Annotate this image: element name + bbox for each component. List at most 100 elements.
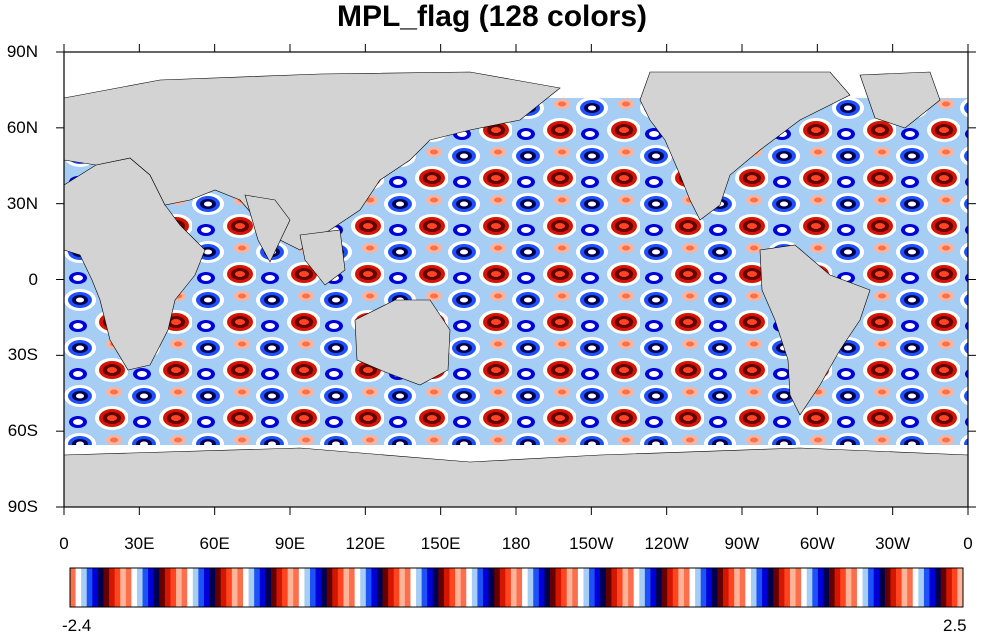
colorbar-swatch — [159, 568, 166, 607]
colorbar-swatch — [527, 568, 534, 607]
colorbar-frame — [69, 567, 964, 608]
colorbar-swatch — [901, 568, 908, 607]
colorbar-swatch — [215, 568, 222, 607]
colorbar-swatch — [896, 568, 903, 607]
colorbar-swatch — [583, 568, 590, 607]
colorbar-swatch — [103, 568, 110, 607]
colorbar-swatch — [97, 568, 104, 607]
colorbar-swatch — [533, 568, 540, 607]
colorbar-swatch — [382, 568, 389, 607]
colorbar-swatch — [226, 568, 233, 607]
colorbar-swatch — [912, 568, 919, 607]
colorbar-swatch — [538, 568, 545, 607]
colorbar-swatch — [170, 568, 177, 607]
colorbar-swatch — [120, 568, 127, 607]
land-se-asia — [299, 229, 346, 286]
colorbar-swatch — [801, 568, 808, 607]
colorbar-swatch — [834, 568, 841, 607]
colorbar-swatch — [611, 568, 618, 607]
lon-tick-label: 150W — [569, 534, 614, 553]
colorbar-swatch — [773, 568, 780, 607]
colorbar-swatch — [516, 568, 523, 607]
colorbar-swatch — [505, 568, 512, 607]
colorbar-swatch — [918, 568, 925, 607]
colorbar-swatch — [287, 568, 294, 607]
colorbar-swatch — [276, 568, 283, 607]
colorbar-swatch — [561, 568, 568, 607]
colorbar-swatch — [873, 568, 880, 607]
colorbar-swatch — [795, 568, 802, 607]
colorbar-swatch — [125, 568, 132, 607]
colorbar-swatch — [633, 568, 640, 607]
colorbar-swatch — [248, 568, 255, 607]
colorbar-swatch — [890, 568, 897, 607]
colorbar-swatch — [187, 568, 194, 607]
colorbar-swatch — [499, 568, 506, 607]
lon-tick-label: 90E — [274, 534, 306, 553]
colorbar-swatch — [856, 568, 864, 607]
colorbar-swatch — [672, 568, 679, 607]
colorbar-swatch — [254, 568, 261, 607]
colorbar-swatch — [181, 568, 188, 607]
colorbar-swatch — [460, 568, 467, 607]
colorbar-min-label: -2.4 — [62, 616, 92, 635]
colorbar-swatch — [388, 568, 395, 607]
colorbar-swatch — [767, 568, 774, 607]
colorbar-swatch — [600, 568, 607, 607]
colorbar-swatch — [321, 568, 328, 607]
land-south-america — [759, 244, 871, 416]
colorbar-swatch — [443, 568, 451, 607]
lon-tick-label: 0 — [59, 534, 69, 553]
colorbar — [70, 568, 964, 607]
colorbar-swatch — [393, 568, 400, 607]
colorbar-swatch — [148, 568, 155, 607]
colorbar-swatch — [404, 568, 411, 607]
colorbar-swatch — [572, 568, 579, 607]
colorbar-swatch — [650, 568, 657, 607]
colorbar-swatch — [829, 568, 836, 607]
colorbar-swatch — [549, 568, 557, 607]
lon-tick-label: 0 — [963, 534, 973, 553]
colorbar-swatch — [946, 568, 953, 607]
colorbar-swatch — [951, 568, 958, 607]
colorbar-swatch — [778, 568, 785, 607]
colorbar-swatch — [293, 568, 300, 607]
colorbar-swatch — [153, 568, 160, 607]
colorbar-swatch — [929, 568, 936, 607]
lon-tick-label: 30E — [124, 534, 155, 553]
colorbar-swatch — [298, 568, 305, 607]
colorbar-swatch — [164, 568, 171, 607]
colorbar-swatch — [739, 568, 746, 607]
colorbar-swatch — [862, 568, 869, 607]
colorbar-swatch — [689, 568, 696, 607]
colorbar-swatch — [868, 568, 875, 607]
colorbar-swatch — [449, 568, 456, 607]
colorbar-swatch — [711, 568, 718, 607]
colorbar-swatch — [555, 568, 562, 607]
colorbar-swatch — [879, 568, 886, 607]
colorbar-swatch — [806, 568, 813, 607]
lon-tick-label: 60W — [799, 534, 835, 553]
lon-tick-label: 30W — [875, 534, 911, 553]
colorbar-swatch — [884, 568, 891, 607]
colorbar-swatch — [784, 568, 791, 607]
colorbar-swatch — [812, 568, 819, 607]
lat-tick-label: 90S — [7, 497, 38, 516]
colorbar-swatch — [789, 568, 797, 607]
colorbar-swatch — [438, 568, 445, 607]
lat-tick-label: 30N — [6, 193, 38, 213]
colorbar-swatch — [683, 568, 691, 607]
colorbar-swatch — [360, 568, 367, 607]
map-title: MPL_flag (128 colors) — [336, 0, 648, 33]
colorbar-swatch — [923, 568, 931, 607]
colorbar-swatch — [728, 568, 735, 607]
lat-tick-label: 60S — [7, 421, 38, 441]
colorbar-swatch — [92, 568, 99, 607]
colorbar-swatch — [750, 568, 757, 607]
colorbar-swatch — [488, 568, 495, 607]
colorbar-swatch — [656, 568, 663, 607]
colorbar-swatch — [544, 568, 551, 607]
colorbar-swatch — [315, 568, 322, 607]
lon-tick-label: 120E — [345, 534, 386, 553]
colorbar-swatch — [81, 568, 88, 607]
